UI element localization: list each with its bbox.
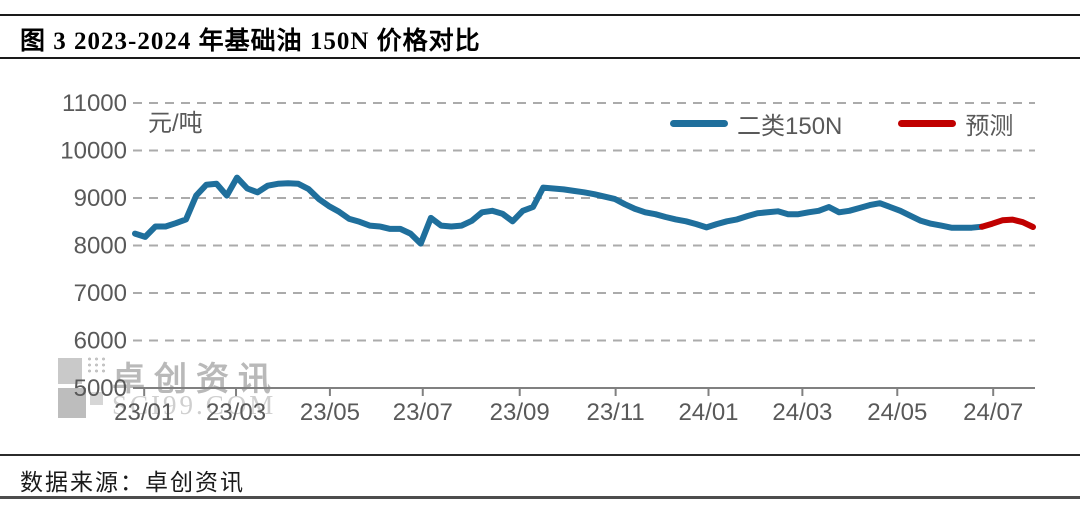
y-axis-unit-label: 元/吨 [148, 110, 203, 137]
x-tick-label-24/03: 24/03 [772, 399, 832, 426]
legend-item-forecast: 预测 [898, 106, 1013, 141]
figure-title: 图 3 2023-2024 年基础油 150N 价格对比 [20, 28, 481, 55]
y-tick-label-7000: 7000 [74, 280, 127, 307]
x-tick-label-23/07: 23/07 [393, 399, 453, 426]
y-tick-label-11000: 11000 [62, 90, 127, 117]
data-source-text: 数据来源：卓创资讯 [20, 470, 245, 495]
watermark-name: 卓创资讯 [112, 362, 280, 398]
legend-item-150n: 二类150N [670, 106, 842, 141]
legend-label-150n: 二类150N [737, 113, 843, 140]
x-tick-label-23/03: 23/03 [206, 399, 266, 426]
legend-line-red-icon [898, 120, 957, 127]
watermark-domain: SCI99.COM [112, 390, 277, 420]
y-tick-label-9000: 9000 [74, 185, 127, 212]
y-tick-label-8000: 8000 [74, 233, 127, 260]
y-tick-label-5000: 5000 [74, 375, 127, 402]
x-tick-label-23/05: 23/05 [300, 399, 360, 426]
x-tick-label-23/01: 23/01 [114, 399, 174, 426]
y-tick-label-10000: 10000 [60, 138, 127, 165]
legend-line-blue-icon [670, 120, 728, 127]
x-tick-label-23/11: 23/11 [586, 399, 644, 426]
y-tick-label-6000: 6000 [74, 328, 127, 355]
x-tick-label-24/01: 24/01 [678, 399, 738, 426]
footer-bottom-rule [0, 496, 1080, 499]
legend-label-forecast: 预测 [965, 113, 1014, 140]
sci99-logo-icon [58, 354, 106, 420]
top-rule [0, 14, 1080, 16]
series-line-150n [132, 174, 985, 247]
footer-top-rule [0, 454, 1080, 456]
x-tick-label-24/05: 24/05 [867, 399, 927, 426]
title-underline [0, 57, 1080, 59]
chart-legend: 二类150N 预测 [670, 106, 1013, 141]
series-line-forecast [979, 216, 1036, 230]
x-tick-label-24/07: 24/07 [963, 399, 1023, 426]
x-tick-label-23/09: 23/09 [490, 399, 550, 426]
